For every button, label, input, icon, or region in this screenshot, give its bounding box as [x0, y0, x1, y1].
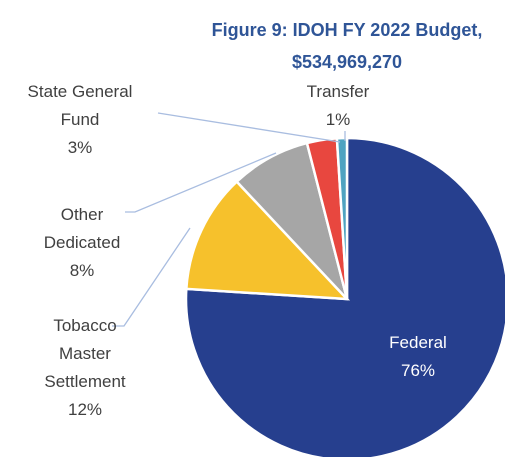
leader-line: [125, 152, 277, 213]
value-label: 8%: [69, 261, 95, 280]
slice-label: Tobacco Master Settlement: [44, 316, 126, 391]
leader-line: [157, 112, 341, 143]
slice-label: Other Dedicated: [43, 205, 121, 252]
slice-label: Transfer: [306, 82, 370, 101]
value-label: 1%: [325, 110, 351, 129]
chart-title: Figure 9: IDOH FY 2022 Budget, $534,969,…: [211, 20, 483, 72]
leader-line: [112, 227, 191, 327]
pie-slice: [184, 136, 505, 457]
slice-label: Federal: [389, 333, 447, 352]
pie-slice: [184, 179, 351, 301]
value-label: 76%: [400, 361, 436, 380]
value-label: 3%: [67, 138, 93, 157]
slice-label: State General Fund: [27, 82, 133, 129]
pie-slice: [335, 136, 349, 300]
value-label: 12%: [67, 400, 103, 419]
